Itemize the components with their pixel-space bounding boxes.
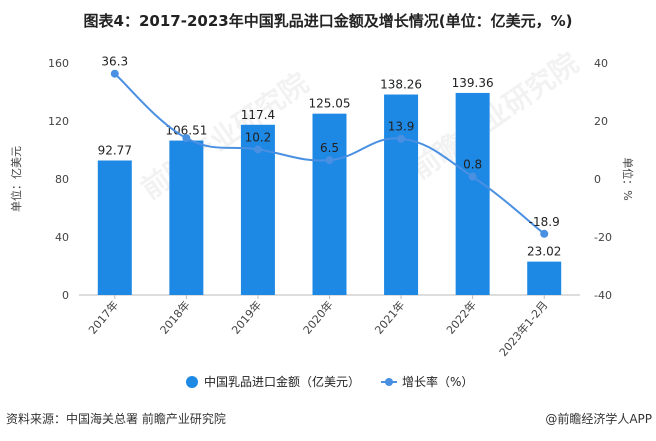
growth-data-label: 6.5 bbox=[320, 141, 339, 155]
bar bbox=[455, 92, 490, 295]
growth-point bbox=[253, 145, 262, 154]
growth-point bbox=[468, 172, 477, 181]
y-right-tick-label: -40 bbox=[594, 289, 612, 302]
watermark: 前瞻产业研究院 bbox=[135, 66, 314, 205]
watermark: 前瞻产业研究院 bbox=[405, 46, 584, 185]
x-tick-label: 2023年1-2月 bbox=[496, 298, 550, 359]
y-left-axis-label: 单位：亿美元 bbox=[9, 146, 23, 212]
growth-data-label: 10.2 bbox=[245, 130, 272, 144]
x-tick-label: 2019年 bbox=[228, 298, 264, 337]
growth-point bbox=[325, 156, 334, 165]
x-tick-label: 2017年 bbox=[85, 298, 121, 337]
x-tick-label: 2021年 bbox=[372, 298, 408, 337]
legend-line-label: 增长率（%） bbox=[402, 374, 473, 389]
x-tick-label: 2018年 bbox=[157, 298, 193, 337]
bar-data-label: 92.77 bbox=[98, 143, 132, 157]
legend-bar-marker bbox=[186, 376, 198, 388]
source-note: 资料来源：中国海关总署 前瞻产业研究院 bbox=[6, 412, 226, 426]
y-right-tick-label: -20 bbox=[594, 231, 612, 244]
bar bbox=[384, 94, 419, 295]
y-left-tick-label: 40 bbox=[55, 231, 69, 244]
y-left-tick-label: 0 bbox=[62, 289, 69, 302]
legend-bar-label: 中国乳品进口金额（亿美元） bbox=[204, 374, 360, 389]
growth-data-label: 0.8 bbox=[463, 158, 482, 172]
y-left-tick-label: 160 bbox=[48, 57, 69, 70]
y-right-axis-label: 单位：% bbox=[621, 157, 635, 200]
bar-data-label: 138.26 bbox=[380, 78, 422, 92]
bar-data-label: 139.36 bbox=[452, 76, 494, 90]
growth-data-label: 13.9 bbox=[388, 120, 415, 134]
y-right-tick-label: 20 bbox=[594, 115, 608, 128]
growth-point bbox=[182, 134, 191, 143]
y-right-tick-label: 0 bbox=[594, 173, 601, 186]
growth-point bbox=[540, 229, 549, 238]
x-tick-label: 2020年 bbox=[300, 298, 336, 337]
x-tick-label: 2022年 bbox=[443, 298, 479, 337]
legend-line-point bbox=[385, 378, 393, 386]
brand-credit: @前瞻经济学人APP bbox=[545, 412, 652, 426]
bar-data-label: 106.51 bbox=[165, 124, 207, 138]
bar bbox=[527, 261, 562, 295]
growth-data-label: 36.3 bbox=[101, 55, 128, 69]
y-right-tick-label: 40 bbox=[594, 57, 608, 70]
chart-title: 图表4：2017-2023年中国乳品进口金额及增长情况(单位：亿美元，%) bbox=[83, 12, 573, 30]
growth-data-label: -18.9 bbox=[529, 215, 560, 229]
bar-data-label: 117.4 bbox=[241, 108, 275, 122]
y-left-tick-label: 80 bbox=[55, 173, 69, 186]
bar-data-label: 125.05 bbox=[309, 97, 351, 111]
bar bbox=[169, 140, 204, 295]
bar bbox=[97, 160, 132, 295]
growth-point bbox=[110, 69, 119, 78]
bar bbox=[312, 113, 347, 296]
y-left-tick-label: 120 bbox=[48, 115, 69, 128]
bar-data-label: 23.02 bbox=[527, 245, 561, 259]
growth-point bbox=[397, 134, 406, 143]
